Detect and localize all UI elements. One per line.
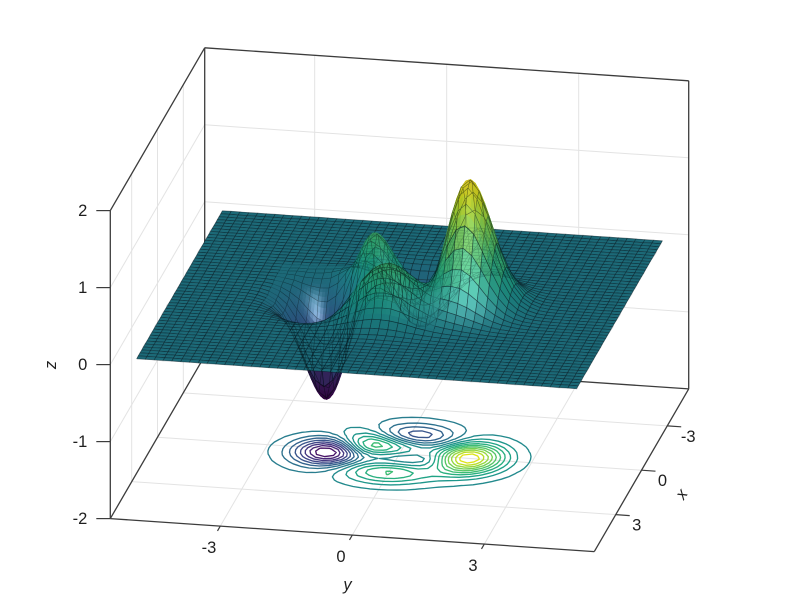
svg-text:-2: -2 xyxy=(73,510,88,528)
svg-text:2: 2 xyxy=(78,202,87,220)
svg-text:-1: -1 xyxy=(73,433,88,451)
svg-text:0: 0 xyxy=(78,356,87,374)
svg-text:z: z xyxy=(42,360,60,370)
svg-text:0: 0 xyxy=(658,472,667,490)
svg-text:3: 3 xyxy=(468,557,477,575)
svg-text:1: 1 xyxy=(78,279,87,297)
svg-text:0: 0 xyxy=(336,548,345,566)
svg-text:-3: -3 xyxy=(681,428,696,446)
svg-text:3: 3 xyxy=(632,517,641,535)
svg-text:-3: -3 xyxy=(202,539,217,557)
